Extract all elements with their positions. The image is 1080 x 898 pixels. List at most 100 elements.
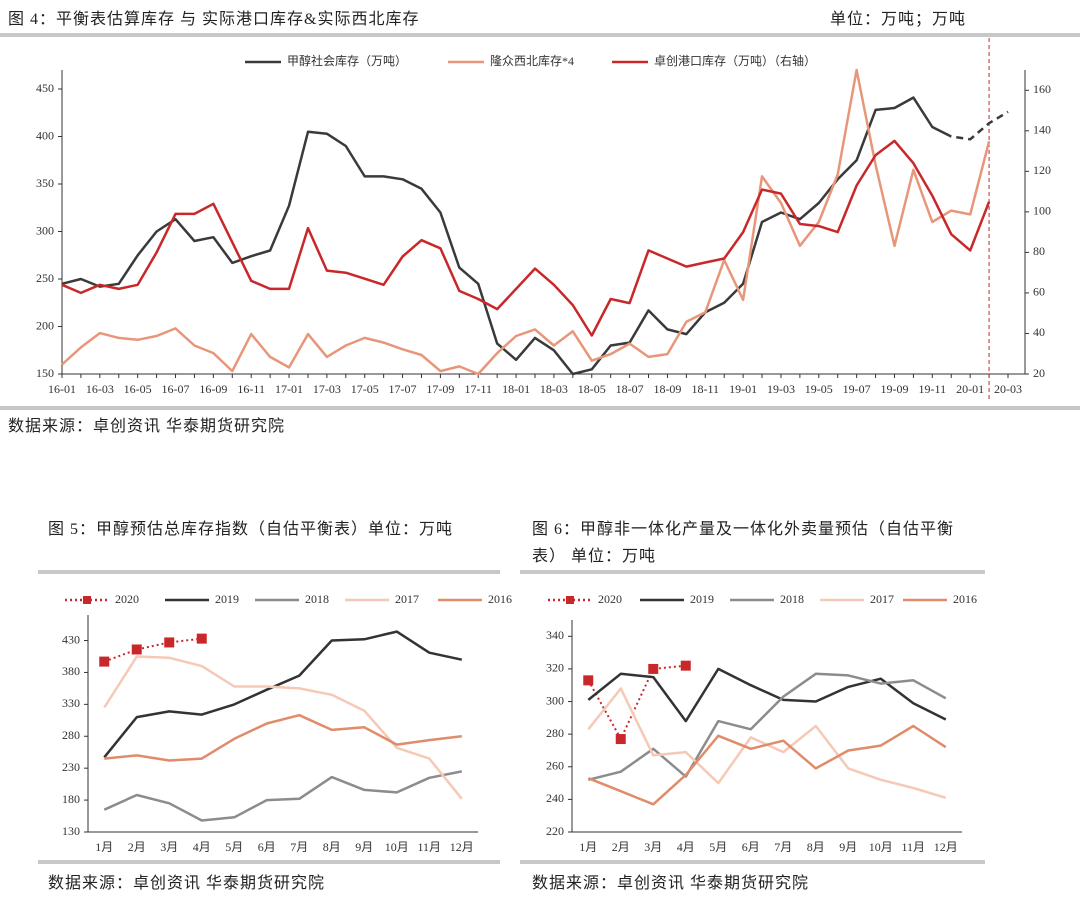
y-tick-label: 340 — [546, 628, 564, 642]
x-tick-label: 17-01 — [275, 382, 303, 396]
y2-tick-label: 160 — [1033, 82, 1051, 96]
y-tick-label: 150 — [36, 366, 54, 380]
x-tick-label: 16-07 — [162, 382, 190, 396]
separator — [38, 570, 500, 574]
y2-tick-label: 60 — [1033, 285, 1045, 299]
x-tick-label: 8月 — [323, 840, 341, 854]
series-line — [61, 96, 1009, 376]
x-tick-label: 12月 — [450, 840, 474, 854]
y2-tick-label: 20 — [1033, 366, 1045, 380]
x-tick-label: 7月 — [290, 840, 308, 854]
series-line — [587, 672, 947, 782]
x-tick-label: 18-07 — [616, 382, 644, 396]
point-marker — [131, 644, 142, 655]
legend-label: 隆众西北库存*4 — [490, 53, 574, 68]
x-tick-label: 16-09 — [199, 382, 227, 396]
y-tick-label: 260 — [546, 759, 564, 773]
chart-title: 图 5：甲醇预估总库存指数（自估平衡表）单位：万吨 — [48, 521, 454, 538]
series-line — [103, 770, 463, 822]
series-line — [587, 664, 686, 740]
series-line — [103, 630, 463, 759]
point-marker — [583, 675, 594, 686]
x-tick-label: 10月 — [385, 840, 409, 854]
y2-tick-label: 40 — [1033, 325, 1045, 339]
chart-title: 图 4：平衡表估算库存 与 实际港口库存&实际西北库存 — [8, 11, 420, 28]
x-tick-label: 16-11 — [237, 382, 265, 396]
separator — [520, 860, 985, 864]
series-line — [104, 713, 462, 762]
x-tick-label: 19-11 — [919, 382, 947, 396]
y-tick-label: 180 — [62, 792, 80, 806]
x-tick-label: 19-07 — [843, 382, 871, 396]
point-marker — [648, 663, 659, 674]
legend-label: 卓创港口库存（万吨）（右轴） — [654, 53, 816, 68]
x-tick-label: 18-01 — [502, 382, 530, 396]
legend-label: 2017 — [870, 592, 894, 606]
x-tick-label: 19-01 — [729, 382, 757, 396]
x-tick-label: 6月 — [258, 840, 276, 854]
chart-title: 图 6：甲醇非一体化产量及一体化外卖量预估（自估平衡表） 单位：万吨 — [532, 521, 955, 565]
y-tick-label: 200 — [36, 318, 54, 332]
x-tick-label: 6月 — [742, 840, 760, 854]
x-tick-label: 16-03 — [86, 382, 114, 396]
series-line — [103, 637, 202, 663]
y-tick-label: 240 — [546, 791, 564, 805]
x-tick-label: 16-01 — [48, 382, 76, 396]
series-line — [61, 68, 991, 376]
x-tick-label: 5月 — [709, 840, 727, 854]
y-tick-label: 330 — [62, 696, 80, 710]
y2-tick-label: 120 — [1033, 163, 1051, 177]
point-marker — [196, 633, 207, 644]
y-tick-label: 280 — [62, 728, 80, 742]
x-tick-label: 4月 — [677, 840, 695, 854]
x-tick-label: 3月 — [644, 840, 662, 854]
legend-label: 2019 — [690, 592, 714, 606]
series-line — [103, 655, 463, 800]
legend-label: 2018 — [305, 592, 329, 606]
separator — [0, 406, 1080, 410]
x-tick-label: 17-09 — [426, 382, 454, 396]
y-tick-label: 280 — [546, 726, 564, 740]
source: 数据来源：卓创资讯 华泰期货研究院 — [8, 418, 286, 435]
legend-label: 2020 — [598, 592, 622, 606]
x-tick-label: 5月 — [225, 840, 243, 854]
y-tick-label: 400 — [36, 128, 54, 142]
x-tick-label: 1月 — [579, 840, 597, 854]
unit-label: 单位：万吨；万吨 — [830, 11, 967, 28]
point-marker — [615, 734, 626, 745]
legend-label: 2019 — [215, 592, 239, 606]
series-line — [587, 687, 947, 799]
y-tick-label: 380 — [62, 664, 80, 678]
legend-marker — [566, 596, 574, 604]
source: 数据来源：卓创资讯 华泰期货研究院 — [532, 875, 810, 892]
x-tick-label: 19-03 — [767, 382, 795, 396]
y-tick-label: 130 — [62, 824, 80, 838]
legend-marker — [83, 596, 91, 604]
separator — [0, 33, 1080, 37]
x-tick-label: 2月 — [128, 840, 146, 854]
x-tick-label: 11月 — [417, 840, 441, 854]
x-tick-label: 20-01 — [956, 382, 984, 396]
series-line — [61, 139, 991, 337]
x-tick-label: 17-11 — [464, 382, 492, 396]
legend-label: 2016 — [953, 592, 977, 606]
x-tick-label: 3月 — [160, 840, 178, 854]
x-tick-label: 19-09 — [880, 382, 908, 396]
separator — [520, 570, 985, 574]
x-tick-label: 18-03 — [540, 382, 568, 396]
legend-label: 2020 — [115, 592, 139, 606]
y-tick-label: 220 — [546, 824, 564, 838]
x-tick-label: 9月 — [839, 840, 857, 854]
source: 数据来源：卓创资讯 华泰期货研究院 — [48, 875, 326, 892]
x-tick-label: 16-05 — [124, 382, 152, 396]
point-marker — [680, 660, 691, 671]
x-tick-label: 9月 — [355, 840, 373, 854]
point-marker — [99, 656, 110, 667]
series-line — [587, 724, 947, 806]
x-tick-label: 10月 — [869, 840, 893, 854]
y-tick-label: 230 — [62, 760, 80, 774]
legend-label: 2018 — [780, 592, 804, 606]
y-tick-label: 350 — [36, 176, 54, 190]
y-tick-label: 300 — [36, 223, 54, 237]
